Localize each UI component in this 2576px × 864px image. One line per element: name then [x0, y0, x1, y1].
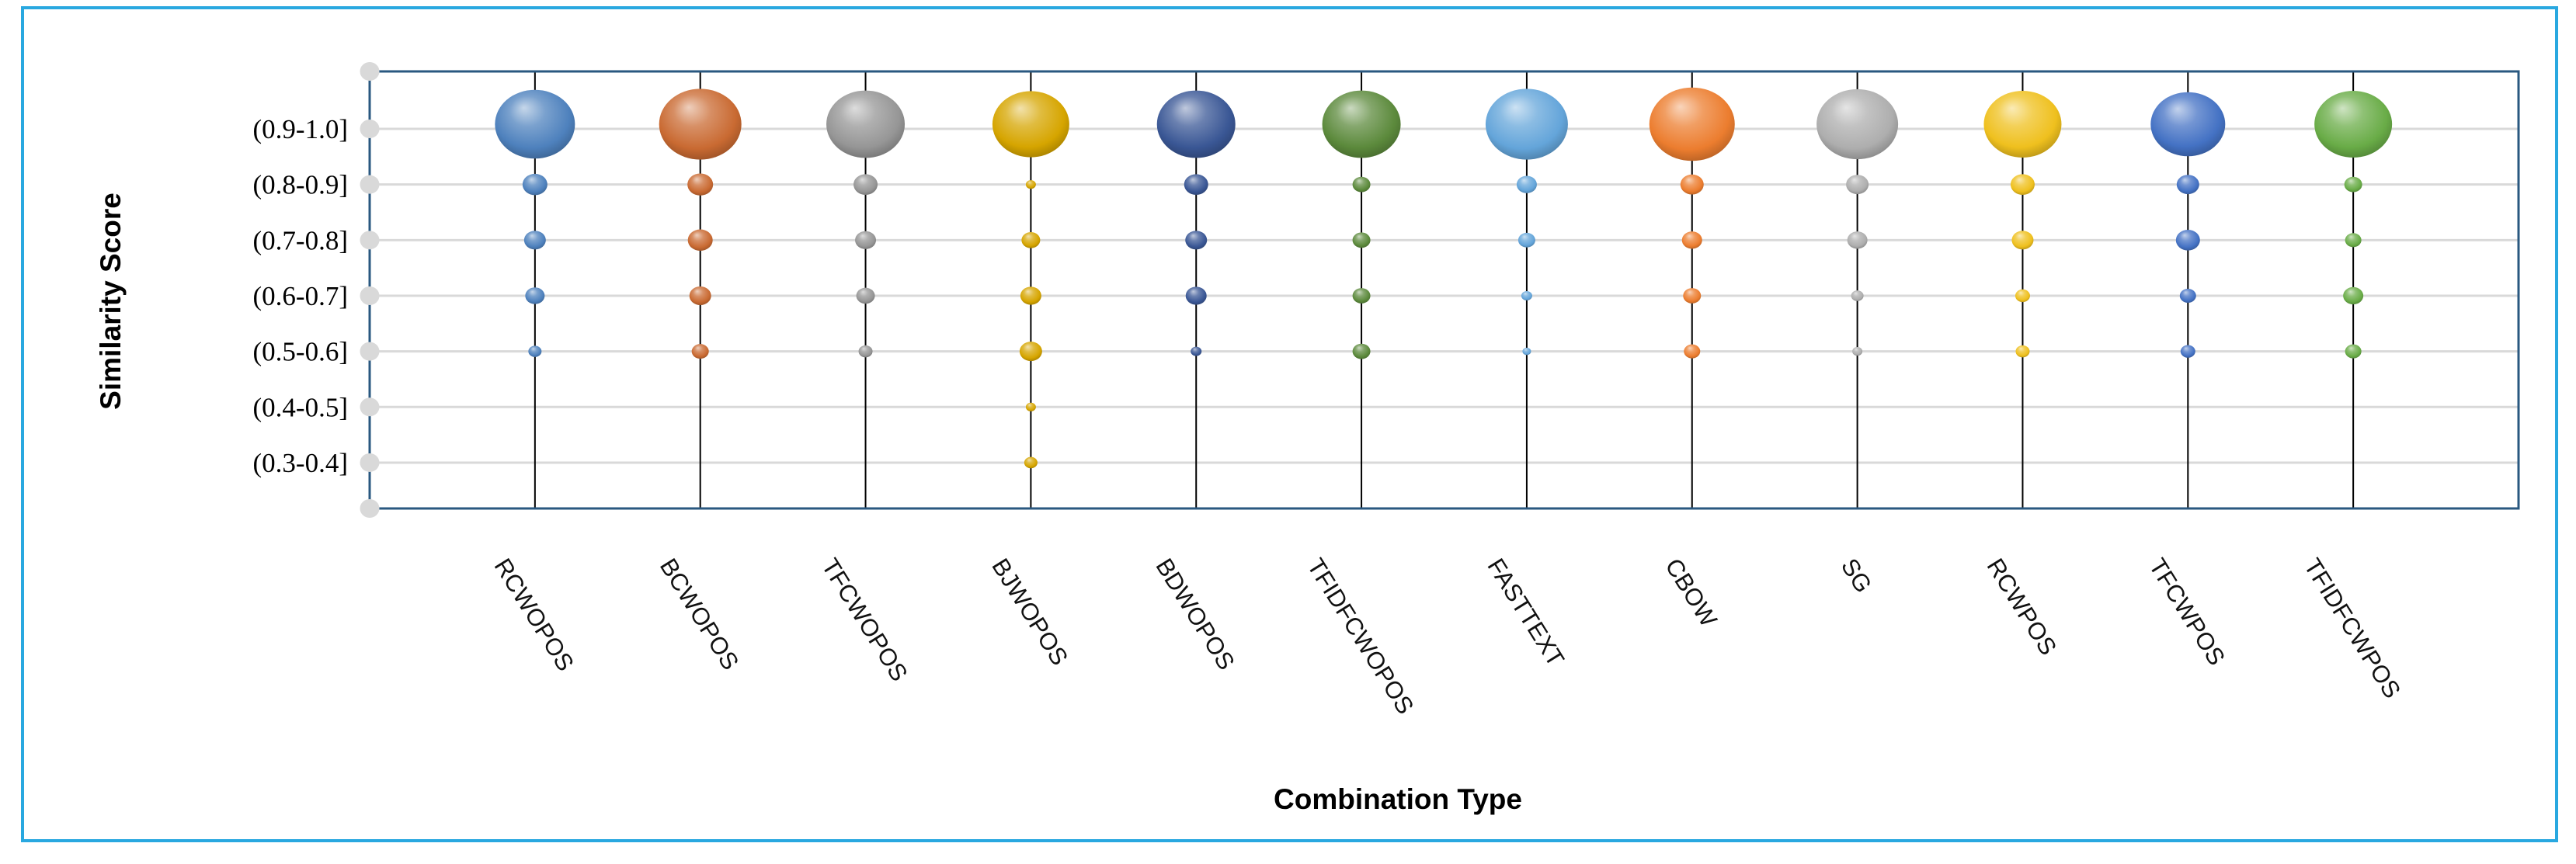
y-tick-label: (0.3-0.4] — [253, 448, 348, 478]
bubble — [2015, 289, 2030, 303]
bubble — [1852, 347, 1863, 356]
x-tick-label: TFCWOPOS — [816, 553, 913, 685]
bubble — [1681, 231, 1702, 249]
bubble — [495, 89, 575, 159]
y-axis-title: Similarity Score — [95, 193, 127, 410]
bubble — [1521, 290, 1532, 301]
bubble — [687, 173, 714, 196]
bubble — [2015, 345, 2030, 358]
bubble — [2011, 231, 2034, 250]
axis-tick-dot — [360, 120, 380, 138]
bubble — [689, 286, 711, 306]
bubble — [1847, 231, 1868, 249]
x-tick-label: BJWOPOS — [986, 553, 1073, 670]
bubble — [1816, 88, 1899, 160]
chart-frame — [21, 6, 2558, 842]
x-tick-label: TFCWPOS — [2143, 553, 2230, 670]
bubble — [826, 90, 906, 158]
x-tick-label: FASTTEXT — [1482, 553, 1570, 671]
y-tick-label: (0.6-0.7] — [253, 281, 348, 311]
bubble — [1846, 175, 1869, 195]
axis-tick-dot — [360, 342, 380, 361]
bubble — [659, 88, 742, 160]
bubble — [1983, 91, 2062, 158]
bubble — [1352, 288, 1371, 304]
bubble — [2345, 233, 2362, 248]
bubble — [2176, 175, 2199, 195]
bubble — [1522, 347, 1531, 356]
bubble — [1185, 231, 1208, 250]
bubble — [1352, 176, 1371, 193]
bubble — [1516, 175, 1537, 193]
bubble — [1352, 343, 1371, 359]
x-tick-label: RCWOPOS — [489, 553, 579, 675]
bubble — [2180, 345, 2195, 358]
x-tick-label: TFIDFCWOPOS — [1302, 553, 1419, 719]
x-axis-title: Combination Type — [1274, 783, 1522, 815]
x-tick-label: BCWOPOS — [655, 553, 744, 675]
bubble — [992, 91, 1069, 158]
bubble — [1019, 342, 1042, 362]
axis-tick-dot — [360, 453, 380, 472]
bubble — [1024, 456, 1038, 469]
bubble — [2179, 288, 2196, 304]
bubble — [2175, 229, 2200, 251]
bubble — [2343, 286, 2364, 305]
bubble — [1025, 180, 1036, 189]
bubble — [855, 231, 877, 249]
bubble — [2150, 92, 2226, 157]
y-tick-label: (0.5-0.6] — [253, 337, 348, 367]
bubble — [1191, 346, 1202, 356]
bubble — [1184, 174, 1208, 195]
axis-tick-dot — [360, 499, 380, 518]
bubble — [2344, 176, 2362, 193]
bubble — [1322, 90, 1401, 158]
bubble — [1185, 286, 1207, 305]
x-tick-label: SG — [1836, 553, 1877, 598]
bubble — [858, 345, 873, 358]
x-tick-label: RCWPOS — [1982, 553, 2063, 660]
bubble — [1684, 344, 1701, 359]
x-tick-label: BDWOPOS — [1150, 553, 1239, 675]
plot-layer: (0.9-1.0] (0.8-0.9] (0.7-0.8] (0.6-0.7] (0.5… — [253, 62, 2520, 719]
bubble — [2314, 91, 2393, 158]
bubble — [2345, 344, 2362, 359]
bubble — [522, 173, 548, 196]
bubble — [687, 229, 713, 252]
bubble — [1021, 232, 1041, 248]
bubble — [1156, 90, 1236, 158]
axis-tick-dot — [360, 62, 380, 81]
bubble — [691, 344, 709, 359]
bubble — [523, 231, 546, 250]
bubble — [1352, 232, 1371, 248]
y-tick-label: (0.7-0.8] — [253, 225, 348, 255]
y-tick-label: (0.4-0.5] — [253, 392, 348, 422]
bubble — [1020, 286, 1041, 305]
bubble — [525, 287, 545, 304]
bubble — [528, 345, 542, 357]
bubble — [853, 174, 878, 195]
x-tick-label: CBOW — [1660, 553, 1723, 632]
bubble — [1517, 232, 1535, 248]
bubble — [1485, 88, 1568, 160]
bubble — [2010, 174, 2035, 195]
axis-tick-dot — [360, 397, 380, 417]
bubble — [1683, 288, 1702, 304]
y-tick-label: (0.9-1.0] — [253, 114, 348, 144]
y-tick-label: (0.8-0.9] — [253, 170, 348, 200]
axis-tick-dot — [360, 286, 380, 305]
axis-tick-dot — [360, 231, 380, 250]
bubble — [856, 287, 875, 304]
bubble — [1649, 87, 1735, 161]
bubble — [1680, 174, 1704, 195]
x-tick-label: TFIDFCWPOS — [2299, 553, 2406, 703]
axis-tick-dot — [360, 175, 380, 194]
bubble — [1025, 402, 1036, 411]
bubble — [1851, 290, 1864, 301]
